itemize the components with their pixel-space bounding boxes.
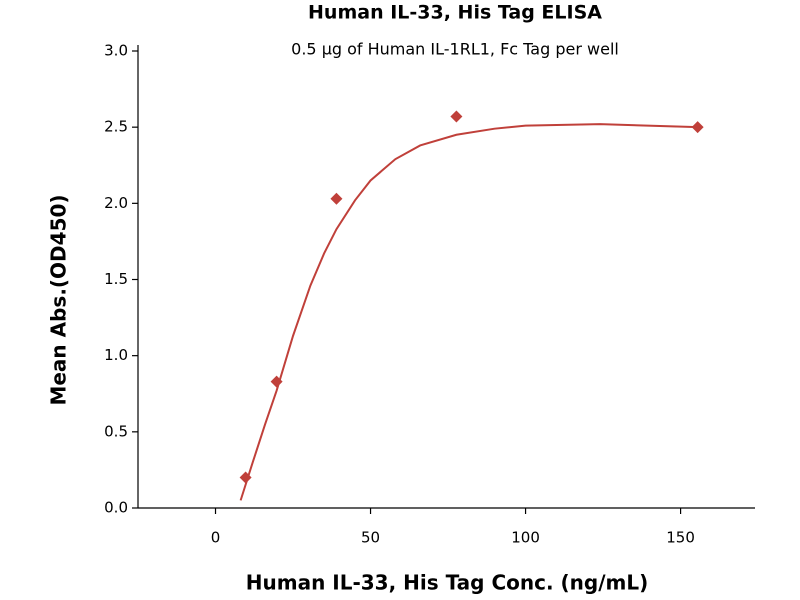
x-tick-label: 150 bbox=[666, 529, 695, 547]
x-tick-label: 50 bbox=[361, 529, 380, 547]
y-tick-label: 0.0 bbox=[104, 499, 128, 517]
data-point bbox=[270, 375, 283, 388]
x-tick-label: 0 bbox=[211, 529, 221, 547]
data-point bbox=[450, 110, 463, 123]
y-axis-label: Mean Abs.(OD450) bbox=[47, 194, 71, 405]
x-axis-label: Human IL-33, His Tag Conc. (ng/mL) bbox=[246, 571, 649, 595]
x-tick-label: 100 bbox=[511, 529, 540, 547]
y-tick-label: 3.0 bbox=[104, 42, 128, 60]
chart-subtitle: 0.5 µg of Human IL-1RL1, Fc Tag per well bbox=[291, 40, 619, 59]
fit-curve bbox=[239, 123, 698, 501]
data-point bbox=[239, 471, 252, 484]
data-point bbox=[330, 192, 343, 205]
y-tick-label: 2.5 bbox=[104, 118, 128, 136]
data-point bbox=[691, 121, 704, 134]
y-tick-label: 1.0 bbox=[104, 346, 128, 364]
y-tick-label: 1.5 bbox=[104, 270, 128, 288]
y-tick-label: 0.5 bbox=[104, 422, 128, 440]
y-tick-label: 2.0 bbox=[104, 194, 128, 212]
chart-title: Human IL-33, His Tag ELISA bbox=[308, 2, 602, 24]
